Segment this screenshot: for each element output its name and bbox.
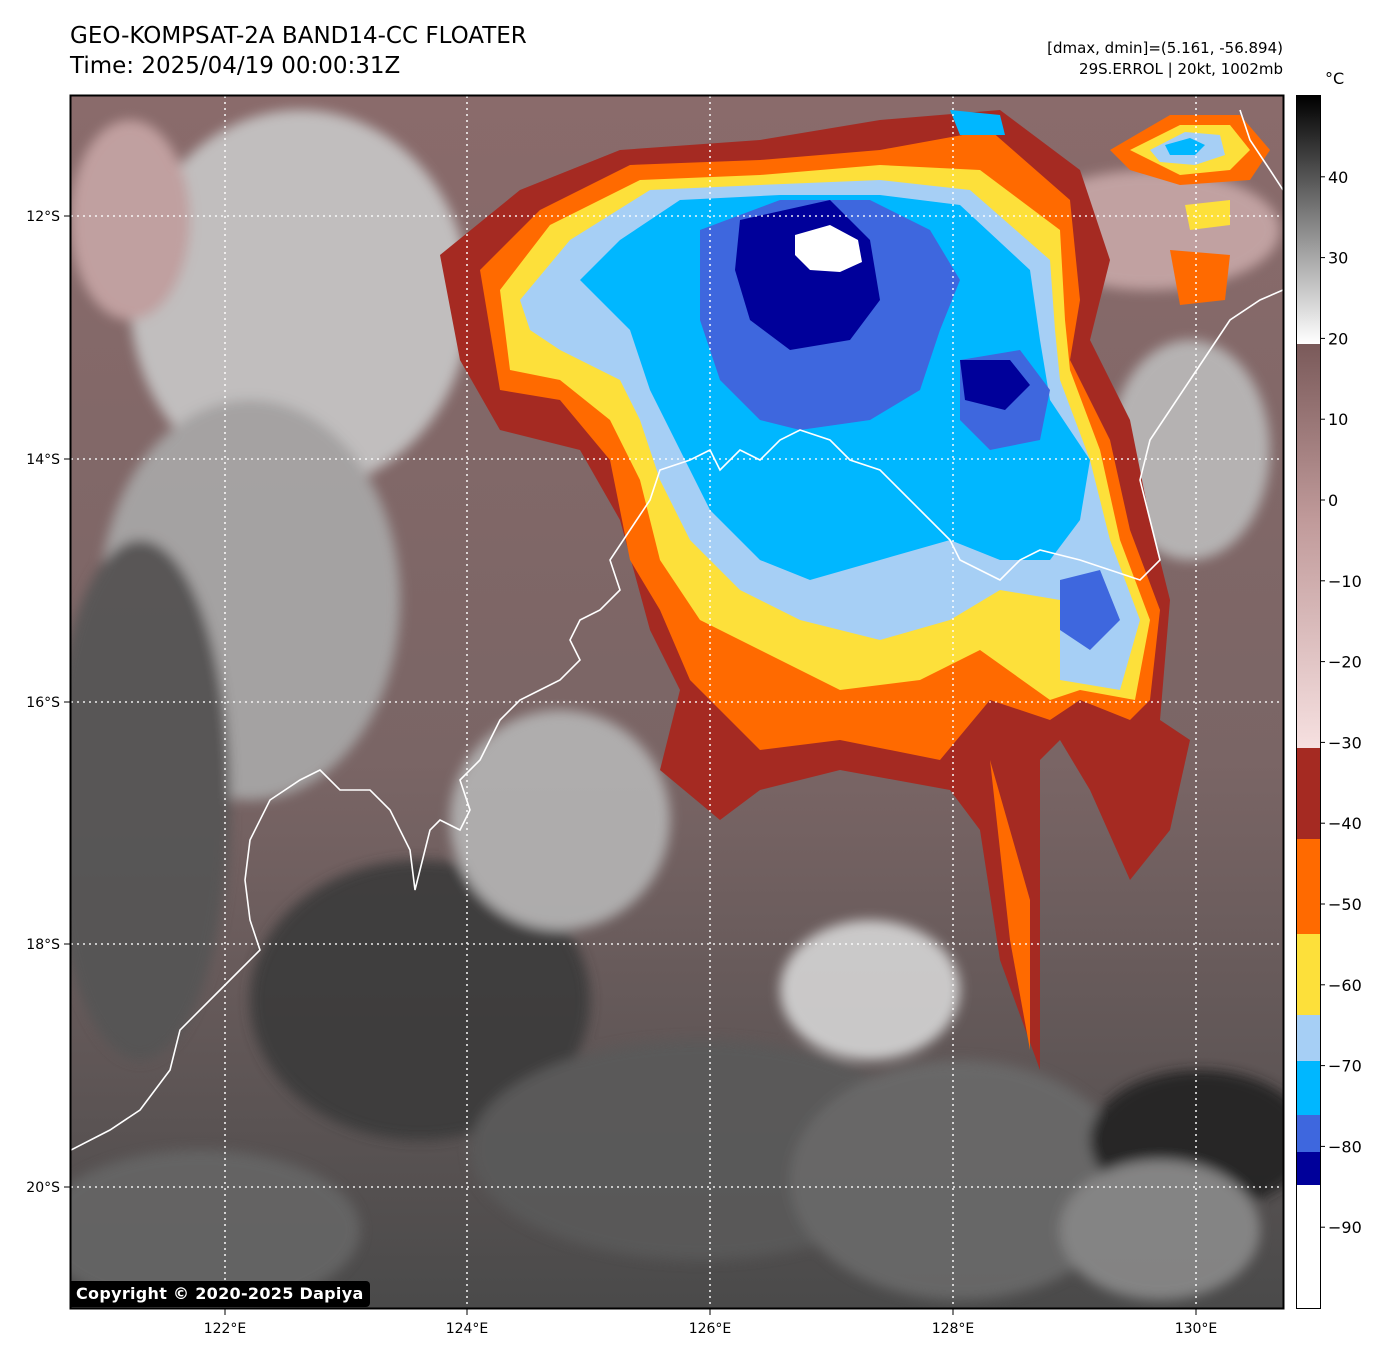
- imagery-layer: [71, 96, 1283, 1308]
- colorbar-band: [1297, 934, 1320, 1015]
- lon-tick-label: 128°E: [932, 1321, 975, 1337]
- lon-tick-label: 126°E: [689, 1321, 732, 1337]
- chart-title: GEO-KOMPSAT-2A BAND14-CC FLOATER: [70, 23, 527, 49]
- colorbar-tick-label: −60: [1328, 976, 1362, 995]
- colorbar-band: [1297, 748, 1320, 839]
- dmax-dmin-readout: [dmax, dmin]=(5.161, -56.894): [1047, 39, 1283, 57]
- storm-cloud-tops: [440, 110, 1270, 1070]
- colorbar-tick-label: −40: [1328, 814, 1362, 833]
- copyright-badge: Copyright © 2020-2025 Dapiya: [70, 1281, 370, 1307]
- colorbar-tick-label: 30: [1328, 249, 1348, 268]
- graticule: [71, 96, 1283, 1308]
- lat-tick-label: 18°S: [26, 937, 60, 953]
- lat-tick-label: 12°S: [26, 209, 60, 225]
- colorbar-tick-label: 0: [1328, 491, 1338, 510]
- colorbar-band: [1297, 1061, 1320, 1115]
- colorbar-tick-label: 40: [1328, 168, 1348, 187]
- storm-info: 29S.ERROL | 20kt, 1002mb: [1079, 60, 1283, 78]
- colorbar-tick-label: −80: [1328, 1137, 1362, 1156]
- colorbar-tick-label: 20: [1328, 329, 1348, 348]
- colorbar-band: [1297, 1015, 1320, 1061]
- colorbar-tick-label: −30: [1328, 733, 1362, 752]
- colorbar-band: [1297, 1185, 1320, 1308]
- map-frame: [69, 94, 1285, 1310]
- colorbar-tick-label: 10: [1328, 410, 1348, 429]
- time-stamp: Time: 2025/04/19 00:00:31Z: [70, 53, 401, 79]
- lat-tick-label: 20°S: [26, 1180, 60, 1196]
- colorbar-tick-label: −50: [1328, 895, 1362, 914]
- lat-tick-label: 14°S: [26, 452, 60, 468]
- colorbar-tick-label: −10: [1328, 572, 1362, 591]
- colorbar-band: [1297, 839, 1320, 934]
- lon-tick-label: 122°E: [204, 1321, 247, 1337]
- colorbar-band: [1297, 1152, 1320, 1185]
- colorbar: 40 30 20 10 0 −10 −20 −30 −40 −50 −60 −70 −80 −90: [1296, 95, 1362, 1309]
- lon-tick-label: 130°E: [1175, 1321, 1218, 1337]
- coastline: [71, 109, 1283, 1151]
- colorbar-tick-label: −20: [1328, 653, 1362, 672]
- lat-axis: 12°S 14°S 16°S 18°S 20°S: [26, 209, 70, 1196]
- lat-tick-label: 16°S: [26, 695, 60, 711]
- lon-tick-label: 124°E: [446, 1321, 489, 1337]
- lon-axis: 122°E 124°E 126°E 128°E 130°E: [204, 1309, 1218, 1337]
- colorbar-tick-label: −90: [1328, 1218, 1362, 1237]
- colorbar-band: [1297, 1115, 1320, 1152]
- colorbar-tick-label: −70: [1328, 1057, 1362, 1076]
- colorbar-unit: °C: [1325, 69, 1345, 88]
